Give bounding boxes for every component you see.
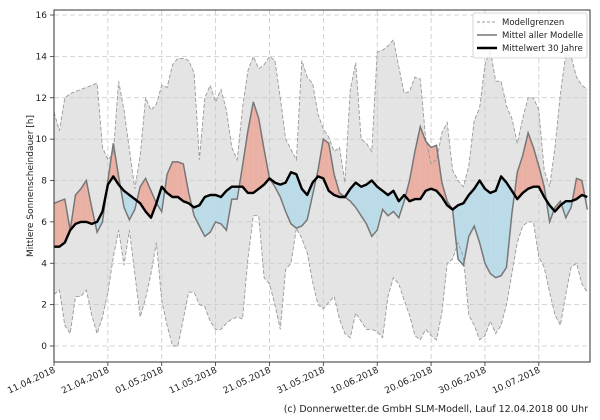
x-tick-label: 20.06.2018 <box>383 366 434 397</box>
legend-label-mittelwert-30-jahre: Mittelwert 30 Jahre <box>502 44 583 54</box>
credit-text: (c) Donnerwetter.de GmbH SLM-Modell, Lau… <box>284 404 588 415</box>
difference-segment <box>458 203 463 265</box>
difference-segment <box>178 162 183 201</box>
y-tick-label: 0 <box>41 342 47 352</box>
legend-label-modellgrenzen: Modellgrenzen <box>502 18 564 28</box>
difference-segment <box>173 162 178 197</box>
y-tick-label: 4 <box>41 259 47 269</box>
difference-segment <box>232 187 237 199</box>
y-tick-label: 8 <box>41 177 47 187</box>
difference-segment <box>431 145 436 191</box>
x-tick-label: 21.04.2018 <box>60 366 111 397</box>
y-axis-label: Mittlere Sonnenscheindauer [h] <box>26 115 36 257</box>
y-tick-label: 12 <box>36 94 47 104</box>
difference-segment <box>291 172 296 228</box>
x-tick-label: 21.05.2018 <box>222 366 273 397</box>
x-tick-label: 11.05.2018 <box>168 366 219 397</box>
x-tick-label: 01.05.2018 <box>114 366 165 397</box>
difference-segment <box>59 199 64 247</box>
legend: Modellgrenzen Mittel aller Modelle Mitte… <box>473 13 587 58</box>
difference-segment <box>485 189 490 274</box>
y-axis: 0 2 4 6 8 10 12 14 16 <box>36 11 54 352</box>
difference-segment <box>205 195 210 236</box>
y-tick-label: 16 <box>36 11 48 21</box>
x-axis: 11.04.2018 21.04.2018 01.05.2018 11.05.2018… <box>6 362 542 396</box>
x-tick-label: 10.07.2018 <box>491 366 542 397</box>
x-tick-label: 11.04.2018 <box>6 366 57 397</box>
difference-segment <box>372 181 377 237</box>
x-tick-label: 31.05.2018 <box>276 366 327 397</box>
y-tick-label: 6 <box>41 218 47 228</box>
difference-segment <box>54 201 59 247</box>
x-tick-label: 10.06.2018 <box>330 366 381 397</box>
difference-segment <box>216 195 221 224</box>
difference-segment <box>426 141 431 191</box>
difference-segment <box>501 176 506 275</box>
y-tick-label: 2 <box>41 301 47 311</box>
difference-segment <box>490 191 495 278</box>
x-tick-label: 30.06.2018 <box>437 366 488 397</box>
legend-label-mittel-aller-modelle: Mittel aller Modelle <box>502 31 583 41</box>
y-tick-label: 14 <box>36 52 48 62</box>
y-tick-label: 10 <box>36 135 48 145</box>
